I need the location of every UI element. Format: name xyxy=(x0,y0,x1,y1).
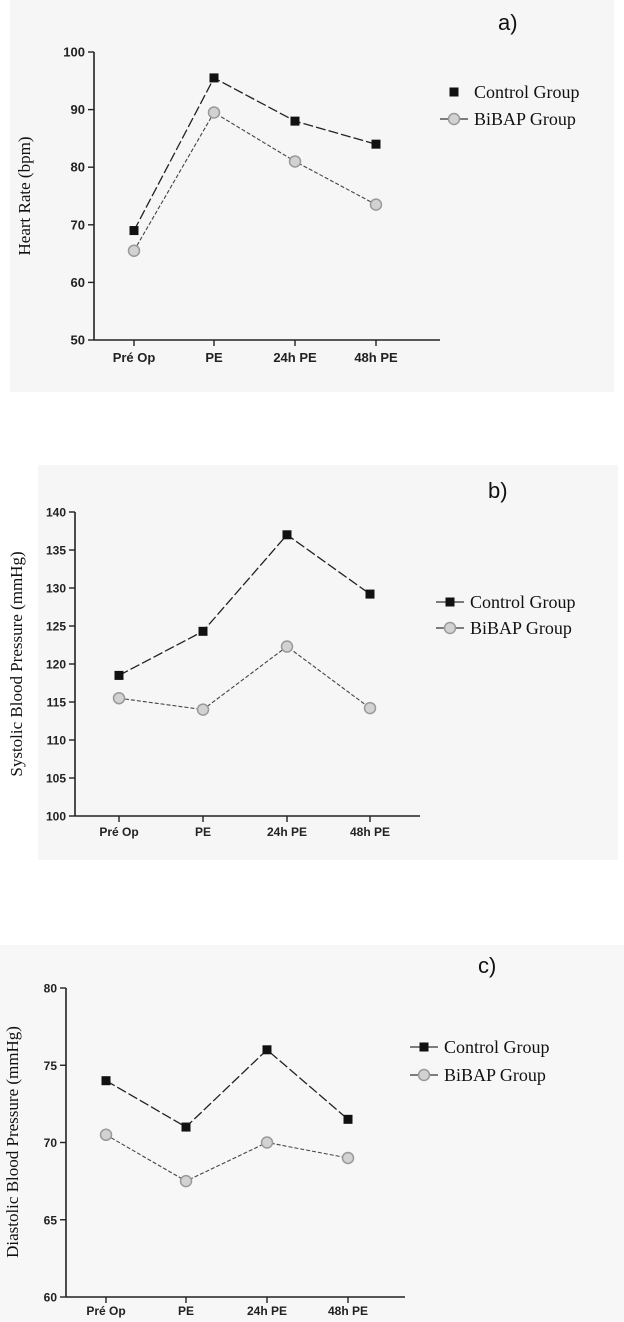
control-data-point xyxy=(181,1122,191,1132)
control-data-point xyxy=(282,530,292,540)
y-tick-label: 130 xyxy=(46,582,66,596)
control-series-line xyxy=(133,77,377,231)
bibap-series-line xyxy=(133,111,377,251)
legend-label: BiBAP Group xyxy=(470,618,572,638)
panel-letter: b) xyxy=(488,478,508,503)
bibap-data-point xyxy=(196,703,210,716)
y-tick-label: 70 xyxy=(71,217,85,232)
bibap-data-point xyxy=(207,106,221,119)
bibap-series-line xyxy=(118,645,371,711)
panel-a-chart: 50 60 70 80 90 100 Pré Op PE 24h PE 48h PE Heart R… xyxy=(15,10,580,365)
x-tick-label: Pré Op xyxy=(86,1304,125,1318)
y-axis-title: Systolic Blood Pressure (mmHg) xyxy=(7,551,26,776)
legend-marker xyxy=(447,112,461,126)
x-tick-label: PE xyxy=(195,825,211,839)
control-data-point xyxy=(209,73,219,83)
panel-b-background xyxy=(38,465,618,860)
panel-c-background xyxy=(0,945,624,1322)
x-tick-label: PE xyxy=(178,1304,194,1318)
y-tick-label: 100 xyxy=(63,45,85,60)
x-tick-label: 24h PE xyxy=(247,1304,287,1318)
panel-letter: c) xyxy=(478,953,496,978)
control-data-point xyxy=(343,1114,353,1124)
y-tick-label: 120 xyxy=(46,658,66,672)
bibap-data-point xyxy=(112,691,126,705)
y-tick-label: 70 xyxy=(44,1136,58,1150)
legend-marker xyxy=(417,1068,431,1082)
panel-c-chart: 60 65 70 75 80 Pré Op PE 24h PE 48h PE Diastolic … xyxy=(3,953,550,1318)
control-data-point xyxy=(114,670,124,680)
control-data-point xyxy=(129,226,139,236)
panel-letter: a) xyxy=(498,10,518,35)
x-tick-label: 24h PE xyxy=(273,350,317,365)
bibap-data-point xyxy=(179,1174,193,1188)
bibap-data-point xyxy=(288,155,302,168)
y-tick-label: 60 xyxy=(44,1291,58,1305)
legend-marker xyxy=(419,1042,429,1052)
legend-marker xyxy=(445,597,455,607)
control-data-point xyxy=(371,139,381,149)
bibap-data-point xyxy=(363,701,377,715)
control-data-point xyxy=(262,1045,272,1055)
panel-b-chart: 100 105 110 115 120 125 130 135 140 Pré Op PE 24h P… xyxy=(7,478,576,839)
bibap-data-point xyxy=(99,1128,113,1142)
bibap-data-point xyxy=(341,1151,355,1165)
y-tick-label: 60 xyxy=(71,275,85,290)
y-axis-title: Diastolic Blood Pressure (mmHg) xyxy=(3,1026,22,1258)
control-series-line xyxy=(118,533,371,676)
y-tick-label: 125 xyxy=(46,620,66,634)
x-tick-label: Pré Op xyxy=(113,350,156,365)
legend-label: BiBAP Group xyxy=(474,109,576,129)
y-axis-title: Heart Rate (bpm) xyxy=(15,137,34,256)
control-data-point xyxy=(290,116,300,126)
control-data-point xyxy=(198,626,208,636)
bibap-series-line xyxy=(105,1134,349,1182)
y-tick-label: 75 xyxy=(44,1059,58,1073)
panel-a-background xyxy=(10,0,614,392)
charts-layer: 50 60 70 80 90 100 Pré Op PE 24h PE 48h PE Heart R… xyxy=(3,10,580,1318)
y-tick-label: 65 xyxy=(44,1213,58,1227)
x-tick-label: 48h PE xyxy=(350,825,390,839)
x-tick-label: Pré Op xyxy=(99,825,138,839)
y-tick-label: 80 xyxy=(44,982,58,996)
y-tick-label: 110 xyxy=(47,734,67,748)
x-tick-label: 48h PE xyxy=(328,1304,368,1318)
control-data-point xyxy=(365,589,375,599)
y-tick-label: 100 xyxy=(46,810,66,824)
legend-marker xyxy=(443,621,457,635)
x-tick-label: PE xyxy=(205,350,223,365)
bibap-data-point xyxy=(369,198,383,211)
legend-label: Control Group xyxy=(444,1037,550,1057)
y-tick-label: 140 xyxy=(46,506,66,520)
control-data-point xyxy=(101,1076,111,1086)
bibap-data-point xyxy=(280,640,294,653)
x-tick-label: 24h PE xyxy=(267,825,307,839)
x-tick-label: 48h PE xyxy=(354,350,398,365)
y-tick-label: 105 xyxy=(46,772,66,786)
bibap-data-point xyxy=(260,1136,274,1149)
y-tick-label: 90 xyxy=(71,102,85,117)
legend-label: Control Group xyxy=(470,592,576,612)
y-tick-label: 80 xyxy=(71,160,85,175)
legend-marker xyxy=(449,87,459,97)
y-tick-label: 50 xyxy=(71,333,85,348)
y-tick-label: 135 xyxy=(46,544,66,558)
bibap-data-point xyxy=(127,244,141,257)
control-series-line xyxy=(105,1048,349,1128)
y-tick-label: 115 xyxy=(47,696,67,710)
legend-label: Control Group xyxy=(474,82,580,102)
legend-label: BiBAP Group xyxy=(444,1065,546,1085)
